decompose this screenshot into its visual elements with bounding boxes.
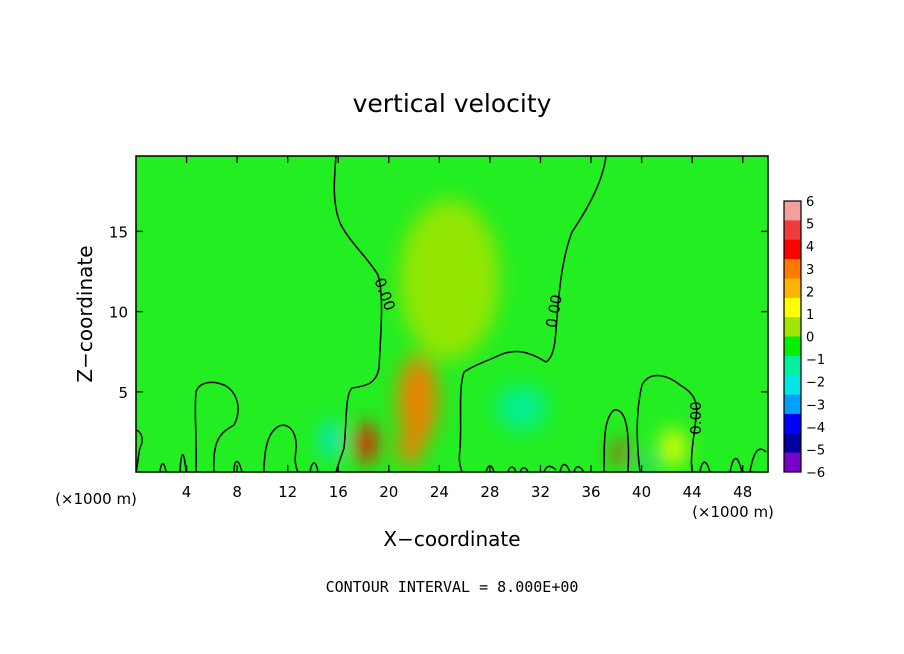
colorbar-swatch [784,201,801,221]
x-tick-label: 40 [632,483,651,501]
x-tick-label: 28 [480,483,499,501]
zero-contour-line [263,424,299,472]
zero-contour-line [194,381,239,472]
colorbar-swatch [784,452,801,473]
x-tick-label: 20 [379,483,398,501]
x-tick-label: 24 [430,483,449,501]
colorbar-swatch [784,297,801,318]
zero-contour-line [636,374,698,472]
x-tick-label: 12 [278,483,297,501]
colorbar-swatch [784,220,801,241]
velocity-feature [320,420,341,460]
plot-frame [135,155,769,473]
x-tick-label: 44 [683,483,702,501]
x-tick-label: 16 [329,483,348,501]
zero-contour-line [507,463,585,472]
x-tick-label: 4 [182,483,192,501]
colorbar-swatch [784,317,801,337]
colorbar-swatch [784,278,801,299]
y-axis-ticks: 5 10 15 [109,223,768,402]
colorbar-label: −1 [806,353,825,368]
colorbar-swatch [784,239,801,260]
zero-contour-line [333,156,383,472]
chart-title: vertical velocity [353,89,552,118]
colorbar-label: −5 [806,443,825,458]
velocity-feature [354,422,378,464]
contour-interval-footer: CONTOUR INTERVAL = 8.000E+00 [326,578,579,596]
velocity-feature [639,455,650,472]
colorbar: 6 5 4 3 2 1 0 −1 −2 −3 −4 −5 −6 [783,195,825,481]
colorbar-frame [783,200,802,473]
colorbar-label: 1 [806,308,814,323]
plot-area: 0.00 0.00 0.00 [136,156,768,472]
colorbar-swatch [784,355,801,376]
velocity-feature [397,354,439,445]
y-tick-label: 15 [109,223,128,241]
x-tick-label: 36 [581,483,600,501]
colorbar-label: 2 [806,285,814,300]
colorbar-label: 3 [806,263,814,278]
contour-label: 0.00 [542,293,566,329]
colorbar-label: −4 [806,421,825,436]
colorbar-label: 6 [806,195,814,210]
velocity-feature [397,430,423,466]
x-axis-title: X−coordinate [383,527,520,551]
x-tick-label: 8 [232,483,242,501]
velocity-feature [613,439,627,466]
contour-label: 0.00 [687,401,705,434]
zero-contour-line [136,429,143,472]
x-tick-label: 32 [531,483,550,501]
x-axis-ticks: 4 8 12 16 20 24 28 32 36 40 44 48 [182,156,752,501]
colorbar-label: −3 [806,398,825,413]
colorbar-swatch [784,336,801,357]
y-tick-label: 5 [118,384,128,402]
x-tick-label: 48 [733,483,752,501]
colorbar-swatch [784,413,801,434]
x-unit-label-left: (×1000 m) [55,490,137,508]
y-tick-label: 10 [109,304,128,322]
y-axis-title: Z−coordinate [73,245,97,382]
zero-contour-line [458,156,607,472]
colorbar-swatch [784,433,801,453]
colorbar-swatch [784,394,801,415]
zero-contour-line [603,409,630,472]
velocity-feature [660,428,686,468]
x-unit-label-right: (×1000 m) [692,503,774,521]
velocity-feature [398,199,501,360]
colorbar-label: −6 [806,466,825,481]
colorbar-swatch [784,375,801,395]
colorbar-swatch [784,259,801,279]
velocity-feature [496,385,547,431]
colorbar-label: −2 [806,376,825,391]
colorbar-label: 5 [806,218,814,233]
colorbar-label: 4 [806,240,814,255]
colorbar-label: 0 [806,331,814,346]
